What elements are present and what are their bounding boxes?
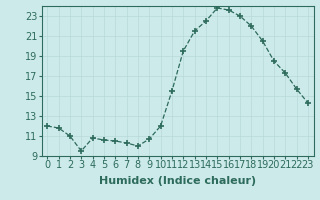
X-axis label: Humidex (Indice chaleur): Humidex (Indice chaleur) [99,176,256,186]
